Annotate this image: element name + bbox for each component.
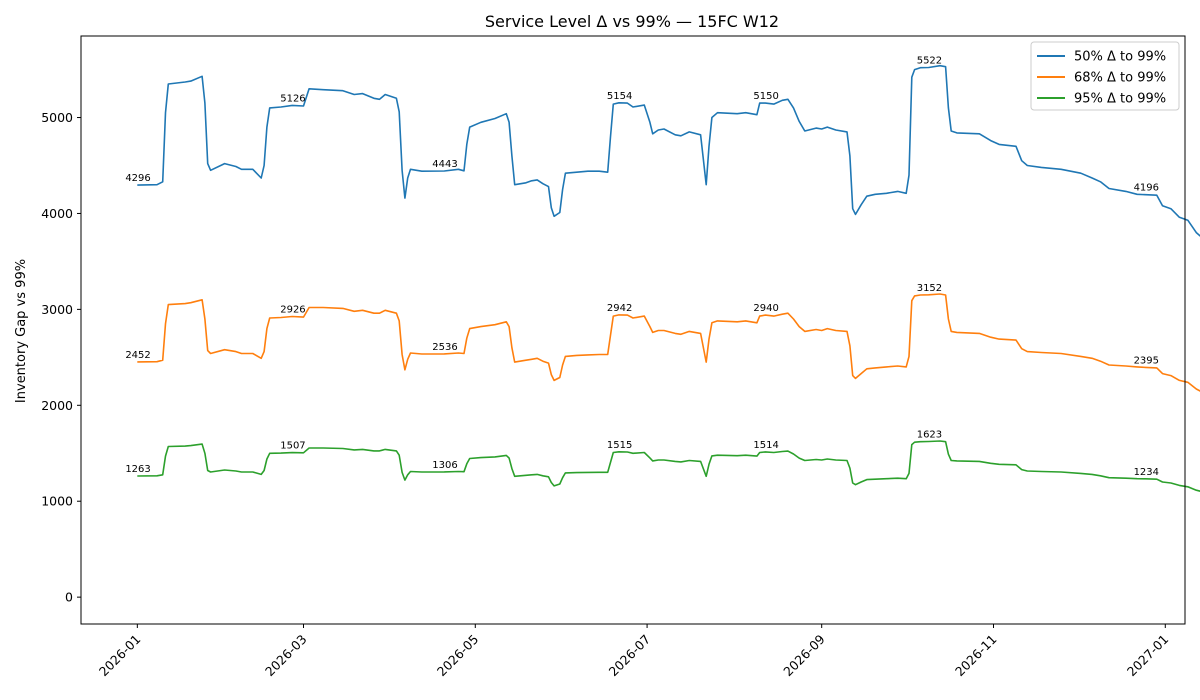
data-label: 2940 [753, 303, 778, 314]
series-line-1 [137, 64, 1200, 237]
y-tick-label: 1000 [41, 494, 73, 509]
legend-entry: 68% Δ to 99% [1074, 71, 1166, 86]
series-line-2 [137, 293, 1200, 392]
series-line-3 [137, 440, 1200, 492]
plot-frame [80, 35, 1186, 625]
data-label: 4443 [432, 159, 457, 170]
data-label: 5150 [753, 91, 778, 102]
data-labels: 4296 5126 4443 5154 5150 5522 4196 2452 2926 2536… [125, 55, 1159, 477]
data-label: 2942 [607, 303, 632, 314]
data-label: 1515 [607, 440, 632, 451]
data-label: 2926 [280, 304, 305, 315]
series-layer [137, 64, 1200, 492]
data-label: 4296 [125, 173, 150, 184]
data-label: 1263 [125, 464, 150, 475]
y-tick-label: 5000 [41, 110, 73, 125]
data-label: 2395 [1134, 355, 1159, 366]
y-axis-label: Inventory Gap vs 99% [14, 259, 29, 403]
data-label: 1306 [432, 460, 457, 471]
legend: 50% Δ to 99% 68% Δ to 99% 95% Δ to 99% [1030, 41, 1180, 111]
data-label: 2536 [432, 342, 457, 353]
data-label: 2452 [125, 350, 150, 361]
data-label: 1507 [280, 441, 305, 452]
data-label: 4196 [1134, 183, 1159, 194]
data-label: 1514 [753, 440, 778, 451]
y-tick-label: 4000 [41, 206, 73, 221]
data-label: 5126 [280, 93, 305, 104]
legend-box [1030, 41, 1180, 111]
y-tick-label: 0 [65, 590, 73, 605]
data-label: 1234 [1134, 467, 1159, 478]
chart-title: Service Level Δ vs 99% — 15FC W12 [485, 12, 779, 31]
y-tick-label: 2000 [41, 398, 73, 413]
data-label: 5154 [607, 91, 632, 102]
data-label: 5522 [917, 55, 942, 66]
y-tick-label: 3000 [41, 302, 73, 317]
legend-entry: 50% Δ to 99% [1074, 50, 1166, 65]
data-label: 3152 [917, 283, 942, 294]
legend-entry: 95% Δ to 99% [1074, 92, 1166, 107]
data-label: 1623 [917, 429, 942, 440]
